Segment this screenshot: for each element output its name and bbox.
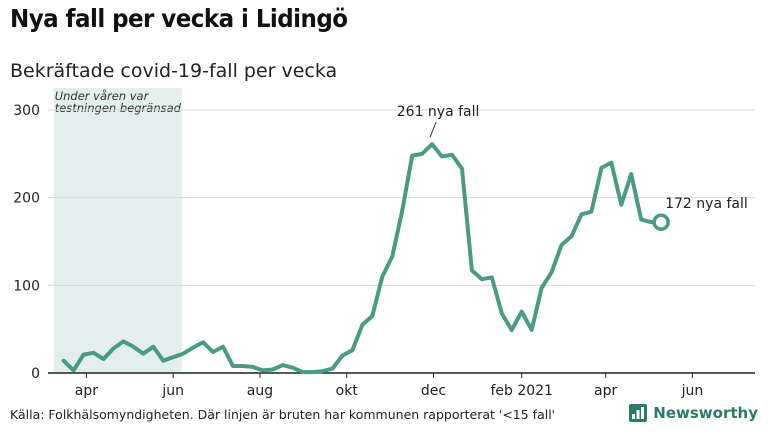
x-tick-label: aug xyxy=(247,383,273,399)
shaded-region xyxy=(53,88,182,373)
brand-name: Newsworthy xyxy=(653,404,758,422)
chart-subtitle: Bekräftade covid-19-fall per vecka xyxy=(10,60,338,82)
x-tick-label: apr xyxy=(594,383,617,399)
chart-title: Nya fall per vecka i Lidingö xyxy=(10,4,348,33)
end-point-marker xyxy=(652,213,670,231)
shaded-region-label: Under våren var xyxy=(55,89,150,103)
x-tick-label: okt xyxy=(336,383,359,399)
y-tick-label: 200 xyxy=(13,191,40,207)
x-tick-label: feb 2021 xyxy=(490,383,553,399)
shaded-region-label: testningen begränsad xyxy=(55,101,182,115)
y-tick-label: 0 xyxy=(31,366,40,382)
x-tick-label: jun xyxy=(161,383,184,399)
x-tick-label: dec xyxy=(421,383,446,399)
source-note: Källa: Folkhälsomyndigheten. Där linjen … xyxy=(10,407,556,422)
y-tick-label: 100 xyxy=(13,278,40,294)
annotation-label: 261 nya fall xyxy=(397,104,480,120)
x-tick-label: apr xyxy=(75,383,98,399)
annotation-leader xyxy=(429,122,437,138)
newsworthy-logo-icon xyxy=(629,404,648,422)
annotation-label: 172 nya fall xyxy=(665,196,748,212)
brand-logo: Newsworthy xyxy=(629,404,758,422)
y-tick-label: 300 xyxy=(13,103,40,119)
x-tick-label: jun xyxy=(681,383,704,399)
series-line xyxy=(61,142,664,375)
